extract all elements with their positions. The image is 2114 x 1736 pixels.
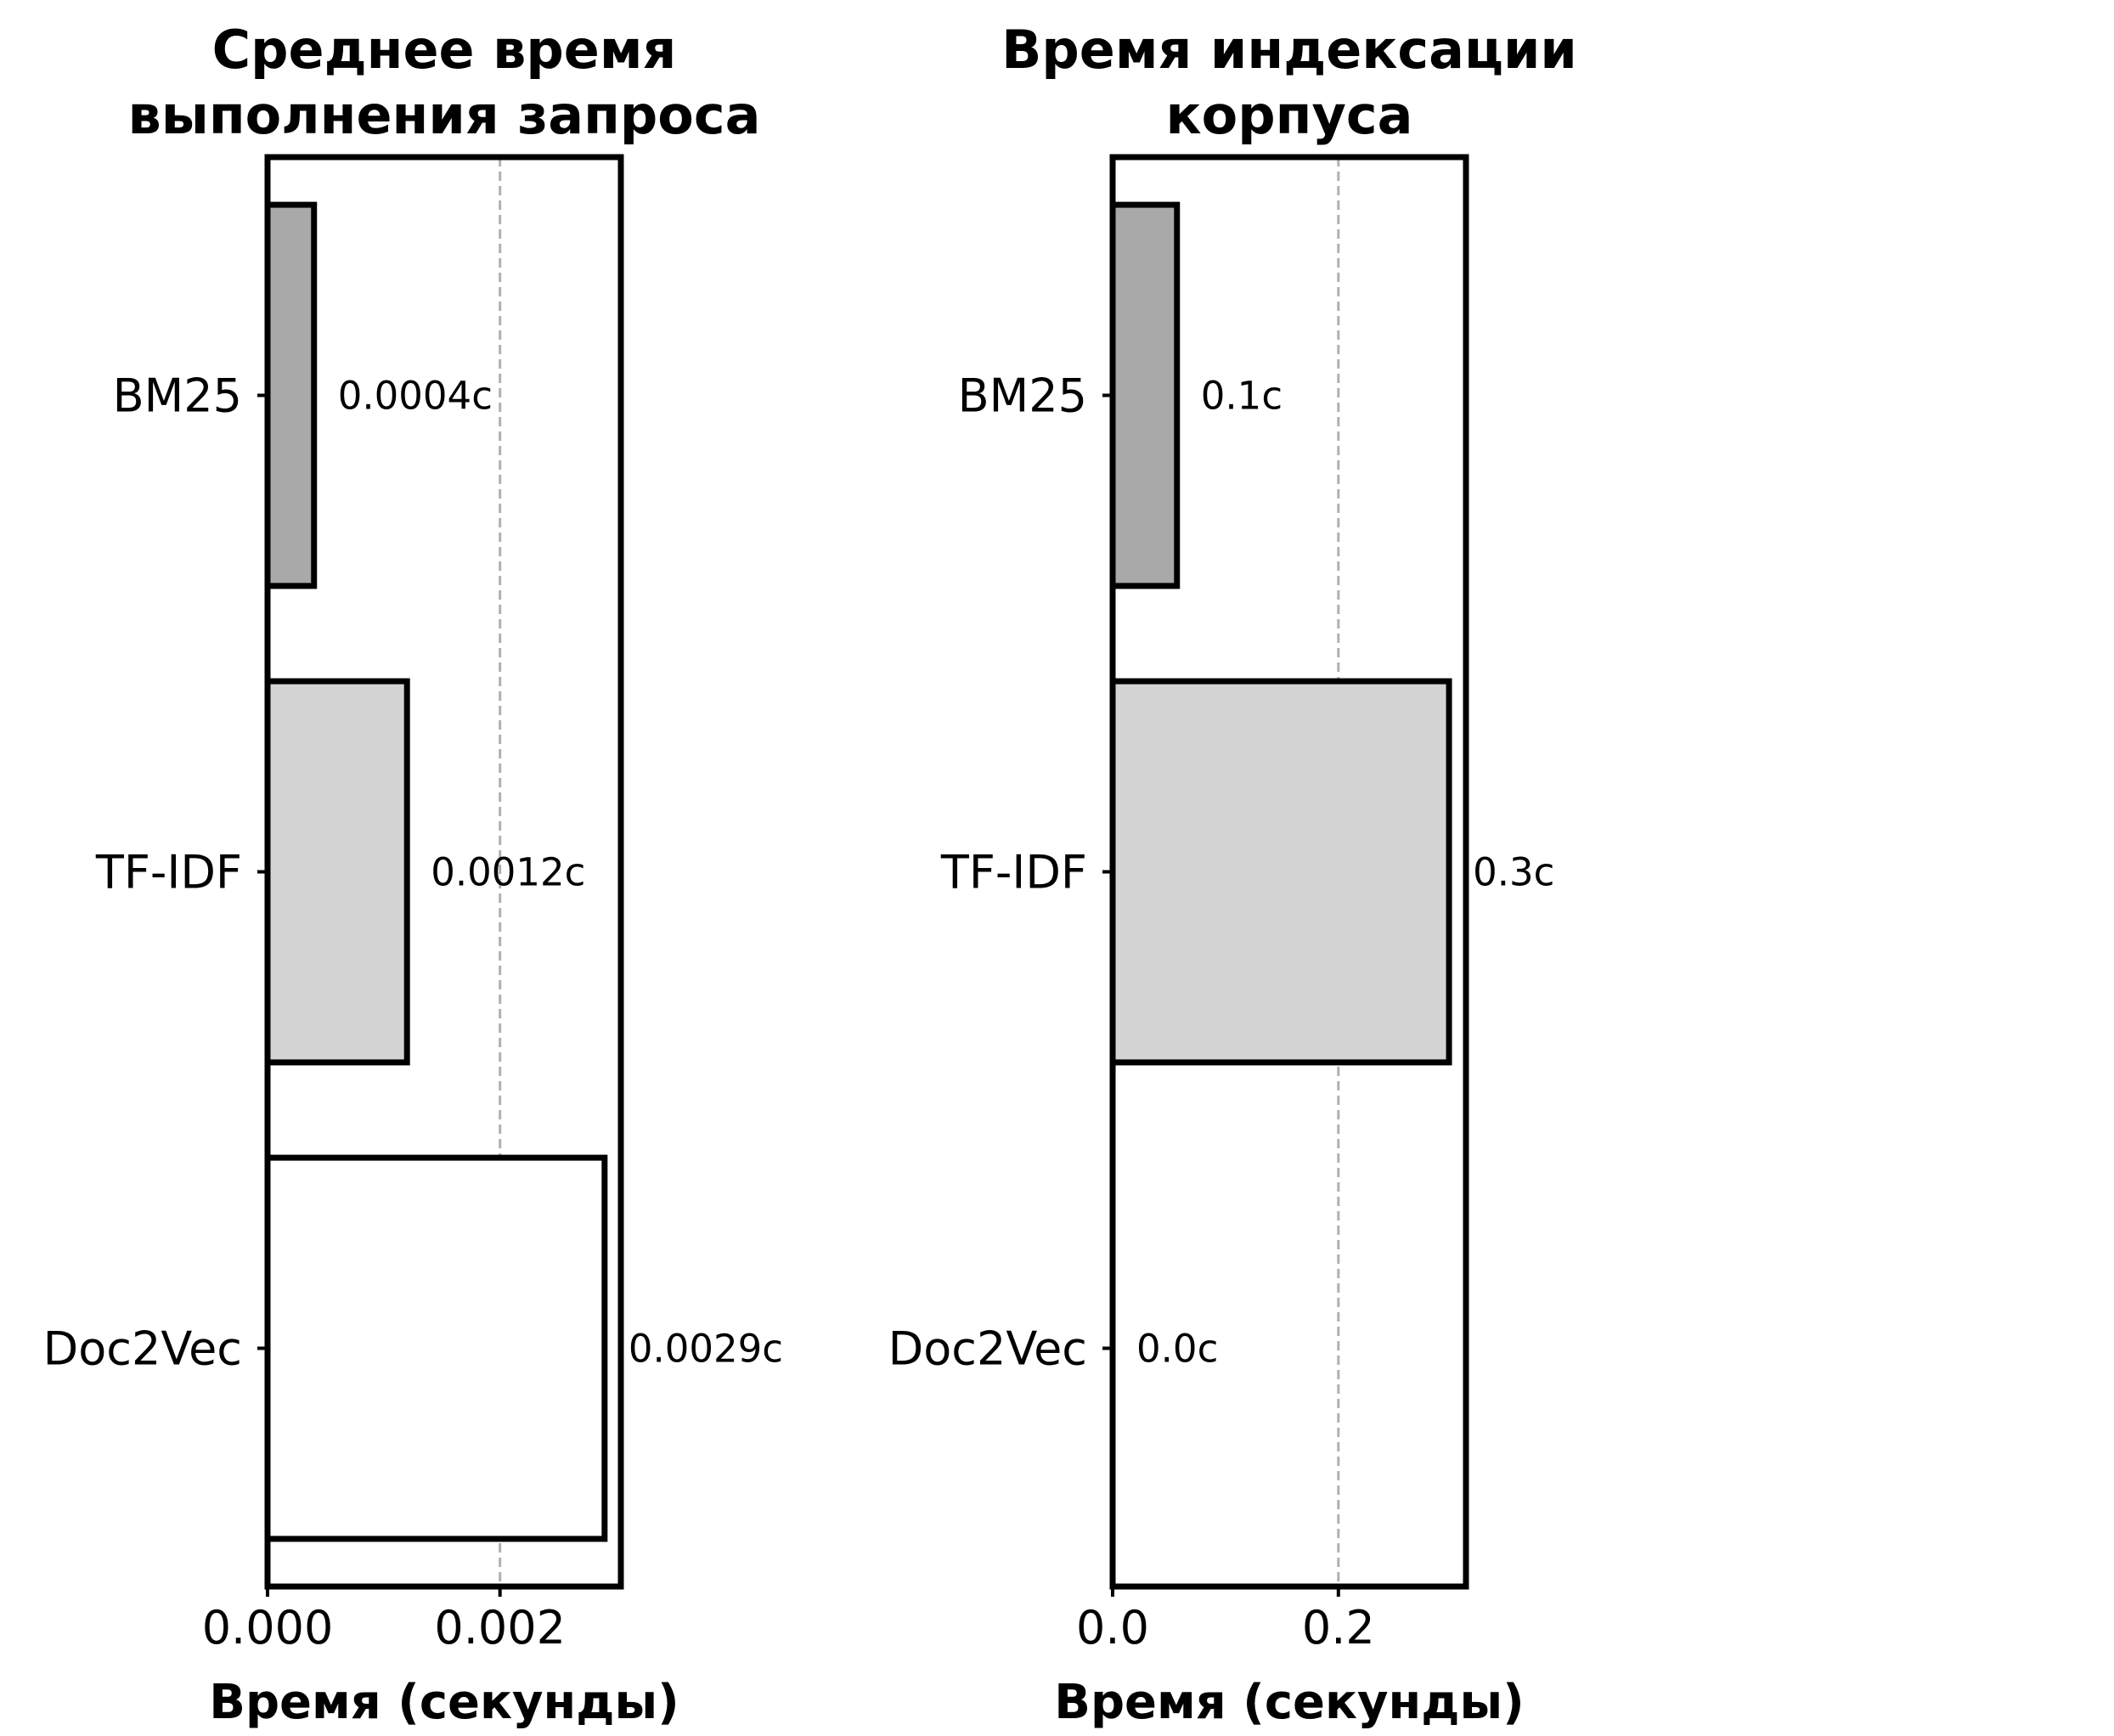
panel-1-data-label-bm25: 0.0004с bbox=[338, 374, 493, 419]
panel-1-data-label-tf-idf: 0.0012с bbox=[431, 850, 585, 895]
panel-2-xtick-label-1: 0.2 bbox=[1302, 1601, 1375, 1654]
panel-1-bar-doc2vec bbox=[264, 1154, 608, 1542]
panel-1-ytick-label-doc2vec: Doc2Vec bbox=[43, 1322, 242, 1376]
panel-1-bar-bm25 bbox=[264, 201, 318, 589]
panel-2-bar-bm25 bbox=[1109, 201, 1181, 589]
panel-2-ytick-label-tf-idf: TF-IDF bbox=[940, 846, 1087, 899]
panel-1-xlabel: Время (секунды) bbox=[209, 1675, 679, 1730]
panel-2-data-label-bm25: 0.1с bbox=[1201, 374, 1282, 419]
panel-1-xtick-label-0: 0.000 bbox=[202, 1601, 334, 1654]
panel-2-ytick-label-bm25: BM25 bbox=[958, 369, 1087, 423]
panel-1-data-label-doc2vec: 0.0029с bbox=[629, 1327, 783, 1372]
panel-2-xtick-label-0: 0.0 bbox=[1076, 1601, 1149, 1654]
panel-1-title-line-2: выполнения запроса bbox=[128, 84, 761, 146]
panel-2-bar-tf-idf bbox=[1109, 678, 1452, 1066]
panel-1-ytick-label-bm25: BM25 bbox=[113, 369, 242, 423]
panel-2-xlabel: Время (секунды) bbox=[1054, 1675, 1524, 1730]
panel-2-data-label-doc2vec: 0.0с bbox=[1136, 1327, 1218, 1372]
panel-1-ytick-label-tf-idf: TF-IDF bbox=[95, 846, 242, 899]
panel-2-title-line-1: Время индексации bbox=[1001, 19, 1577, 81]
panel-2-axes-frame bbox=[1109, 154, 1469, 1590]
panel-2-ytick-label-doc2vec: Doc2Vec bbox=[888, 1322, 1087, 1376]
panel-1-bar-tf-idf bbox=[264, 678, 410, 1066]
panel-2-title-line-2: корпуса bbox=[1166, 84, 1413, 146]
panel-1-title-line-1: Среднее время bbox=[212, 19, 677, 81]
panel-2-data-label-tf-idf: 0.3с bbox=[1473, 850, 1554, 895]
panel-1-xtick-label-1: 0.002 bbox=[434, 1601, 566, 1654]
panel-1-axes-frame bbox=[264, 154, 624, 1590]
